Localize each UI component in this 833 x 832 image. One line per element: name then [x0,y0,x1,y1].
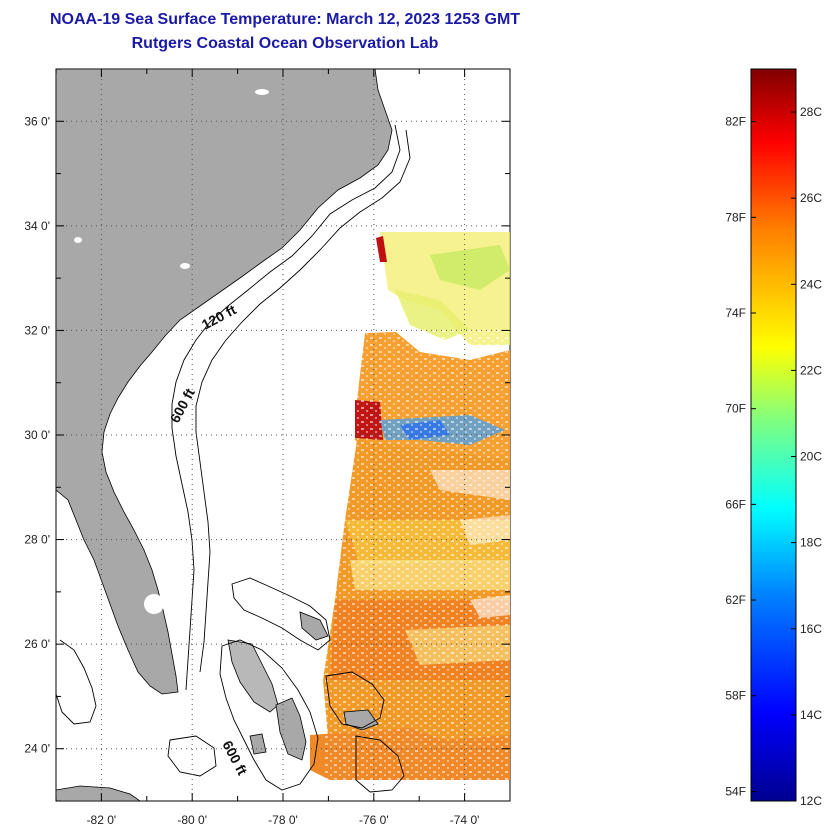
cb-label-24c: 24C [800,277,822,291]
lat-label-32: 32 0' [24,323,50,337]
cb-label-12c: 12C [800,794,822,808]
land [56,69,393,801]
lon-label-74: -74 0' [450,813,480,827]
cb-label-62f: 62F [725,593,746,607]
lat-label-30: 30 0' [24,428,50,442]
cb-label-20c: 20C [800,450,822,464]
cb-label-58f: 58F [725,689,746,703]
lon-label-82: -82 0' [87,813,117,827]
lat-label-36: 36 0' [24,114,50,128]
cb-label-22c: 22C [800,363,822,377]
lat-label-34: 34 0' [24,219,50,233]
lat-label-26: 26 0' [24,637,50,651]
cb-label-78f: 78F [725,210,746,224]
lon-label-80: -80 0' [177,813,207,827]
longitude-labels: -82 0' -80 0' -78 0' -76 0' -74 0' [87,813,480,827]
cb-label-82f: 82F [725,115,746,129]
cb-label-18c: 18C [800,536,822,550]
map-title: NOAA-19 Sea Surface Temperature: March 1… [49,11,521,28]
lakes [74,89,269,614]
sst-swath [310,232,510,780]
latitude-labels: 24 0' 26 0' 28 0' 30 0' 32 0' 34 0' 36 0… [24,114,50,755]
colorbar-fahrenheit-labels: 54F 58F 62F 66F 70F 74F 78F 82F [725,115,746,799]
cb-label-14c: 14C [800,708,822,722]
colorbar-ticks [751,111,796,802]
lat-label-24: 24 0' [24,742,50,756]
map-grid [56,69,510,801]
cb-label-16c: 16C [800,622,822,636]
bathymetry-contours [56,124,411,793]
lon-label-76: -76 0' [359,813,389,827]
colorbar [750,68,797,802]
cb-label-26c: 26C [800,191,822,205]
colorbar-celsius-labels: 12C 14C 16C 18C 20C 22C 24C 26C 28C [800,105,822,808]
frame-ticks [55,68,511,802]
cb-label-54f: 54F [725,784,746,798]
cb-label-70f: 70F [725,402,746,416]
map-subtitle: Rutgers Coastal Ocean Observation Lab [131,35,439,52]
cb-label-28c: 28C [800,105,822,119]
cb-label-74f: 74F [725,306,746,320]
lon-label-78: -78 0' [268,813,298,827]
cb-label-66f: 66F [725,497,746,511]
lat-label-28: 28 0' [24,533,50,547]
